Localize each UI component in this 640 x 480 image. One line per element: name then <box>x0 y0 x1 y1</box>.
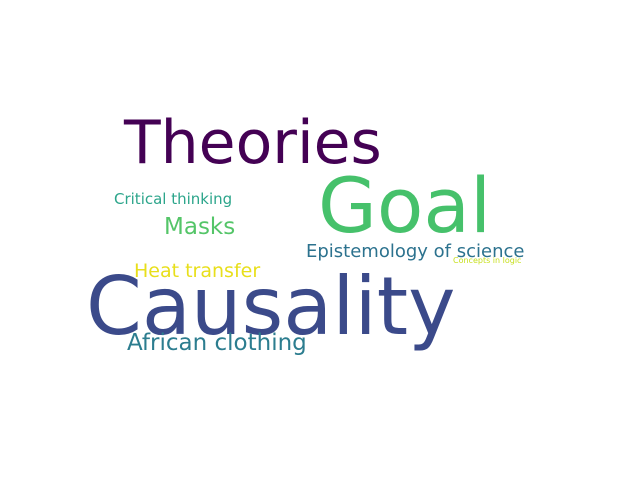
word-critical-thinking: Critical thinking <box>114 190 233 208</box>
word-theories: Theories <box>124 108 382 178</box>
word-concepts-in-logic: Concepts in logic <box>453 256 522 265</box>
word-masks: Masks <box>164 214 236 240</box>
word-epistemology-of-science: Epistemology of science <box>306 241 525 262</box>
word-goal: Goal <box>318 161 492 250</box>
word-heat-transfer: Heat transfer <box>134 260 261 282</box>
word-african-clothing: African clothing <box>127 330 307 356</box>
word-causality: Causality <box>86 260 456 353</box>
